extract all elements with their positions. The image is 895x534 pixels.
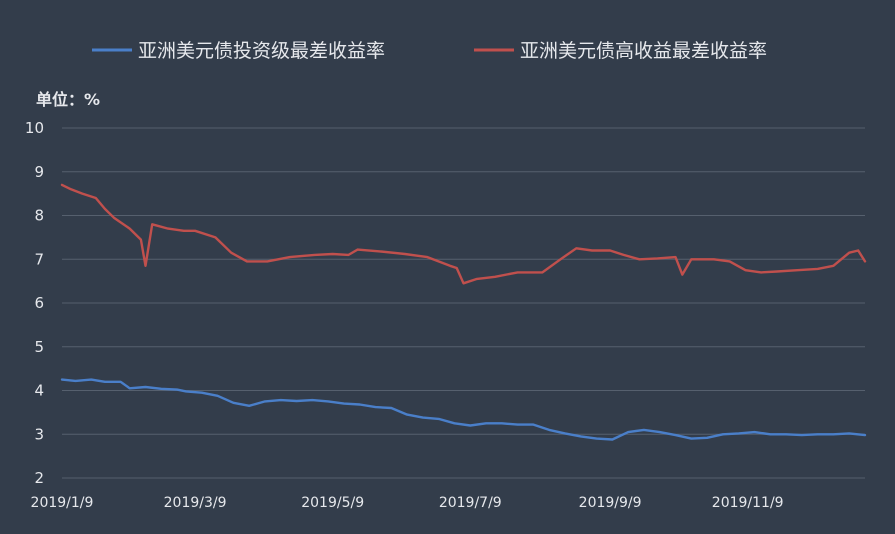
legend-label: 亚洲美元债投资级最差收益率 xyxy=(138,40,385,62)
y-tick-label: 9 xyxy=(34,163,44,181)
unit-label: 单位：% xyxy=(36,90,100,109)
y-tick-label: 4 xyxy=(34,382,44,400)
y-tick-label: 5 xyxy=(34,338,44,356)
legend-label: 亚洲美元债高收益最差收益率 xyxy=(520,40,767,62)
series-line-investment-grade xyxy=(60,378,867,441)
series-lines xyxy=(60,183,867,441)
y-tick-label: 8 xyxy=(34,207,44,225)
x-tick-label: 2019/11/9 xyxy=(712,495,784,511)
series-line-high-yield xyxy=(60,183,867,285)
y-tick-label: 3 xyxy=(34,425,44,443)
gridlines xyxy=(62,127,865,479)
x-tick-label: 2019/5/9 xyxy=(301,495,364,511)
y-tick-label: 2 xyxy=(34,469,44,487)
x-tick-label: 2019/1/9 xyxy=(31,495,94,511)
legend: 亚洲美元债投资级最差收益率 亚洲美元债高收益最差收益率 xyxy=(92,40,767,62)
x-tick-label: 2019/9/9 xyxy=(579,495,642,511)
x-tick-label: 2019/7/9 xyxy=(439,495,502,511)
y-tick-label: 7 xyxy=(34,250,44,268)
axis-ticks: 2 3 4 5 6 7 8 9 10 2019/1/9 2019/3/9 2019/5/9 2019/7… xyxy=(25,119,784,511)
y-tick-label: 10 xyxy=(25,119,44,137)
y-tick-label: 6 xyxy=(34,294,44,312)
x-tick-label: 2019/3/9 xyxy=(164,495,227,511)
